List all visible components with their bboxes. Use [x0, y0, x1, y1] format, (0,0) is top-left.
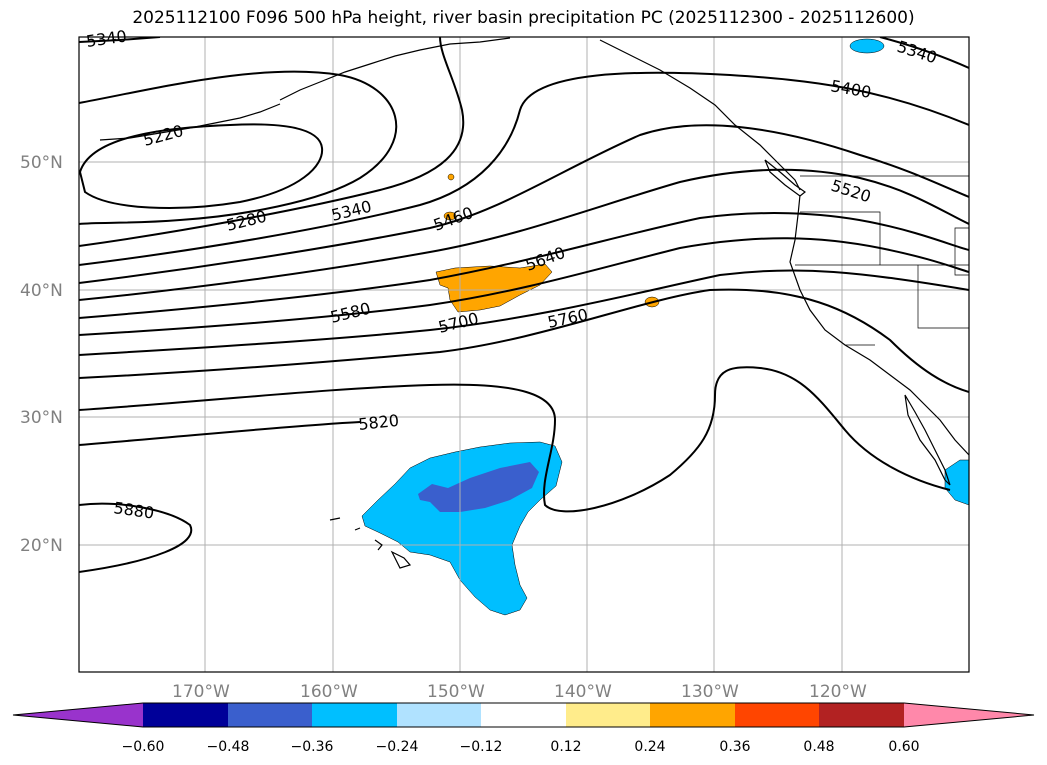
alaska-coast: [279, 37, 511, 101]
lon-label: 160°W: [300, 682, 358, 702]
colorbar-segment: [397, 703, 482, 727]
latitude-labels: 50°N 40°N 30°N 20°N: [20, 153, 63, 556]
precip-positive-blob-tiny: [443, 211, 457, 221]
precip-positive-dot: [447, 173, 455, 181]
contour-5400: [79, 71, 969, 266]
height-contours: [79, 37, 969, 573]
map-panel: [79, 37, 969, 672]
colorbar-segment: [650, 703, 735, 727]
contour-label: 5820: [357, 411, 399, 434]
vancouver-island: [764, 159, 807, 197]
lon-label: 120°W: [809, 682, 867, 702]
contour-5820-west: [79, 421, 361, 446]
contour-5220-low: [79, 123, 324, 209]
contour-5820: [79, 366, 951, 513]
precip-strong-negative-region: [418, 462, 539, 512]
lon-label: 150°W: [427, 682, 485, 702]
contour-5700: [79, 269, 969, 356]
colorbar-segment: [735, 703, 820, 727]
contour-5580: [79, 212, 969, 319]
map-frame: [78, 36, 970, 673]
lon-label: 130°W: [681, 682, 739, 702]
map-title: 2025112100 F096 500 hPa height, river ba…: [132, 8, 915, 28]
colorbar-segment: [566, 703, 651, 727]
colorbar-tick-label: −0.12: [460, 739, 503, 755]
colorbar-ticks: −0.60 −0.48 −0.36 −0.24 −0.12 0.12 0.24 …: [122, 739, 920, 755]
colorbar-tick-label: −0.36: [291, 739, 334, 755]
contour-5460: [79, 124, 969, 284]
contour-5520: [79, 168, 969, 301]
colorbar-outline: [12, 702, 1035, 728]
colorbar-segment: [228, 703, 313, 727]
lon-label: 170°W: [172, 682, 230, 702]
colorbar-tick-label: 0.36: [719, 739, 750, 755]
lat-label: 40°N: [20, 281, 63, 301]
colorbar-tick-label: −0.24: [376, 739, 419, 755]
lat-label: 20°N: [20, 536, 63, 556]
contour-5340: [79, 37, 969, 247]
colorbar-segment: [143, 703, 228, 727]
hawaii-islands: [329, 517, 412, 569]
contour-5280: [79, 70, 398, 225]
colorbar-tick-label: 0.12: [550, 739, 581, 755]
colorbar-segment: [13, 703, 143, 727]
contour-5880-inner: [79, 502, 193, 573]
contour-5340-north: [79, 37, 161, 43]
precip-shading: [361, 38, 969, 616]
colorbar-tick-label: 0.60: [888, 739, 919, 755]
lon-label: 140°W: [554, 682, 612, 702]
colorbar-tick-label: 0.24: [634, 739, 665, 755]
colorbar-segment: [312, 703, 397, 727]
lat-label: 50°N: [20, 153, 63, 173]
colorbar-segment: [904, 703, 1034, 727]
gridlines: [79, 37, 969, 672]
bc-coast: [599, 39, 801, 191]
longitude-labels: 170°W 160°W 150°W 140°W 130°W 120°W: [172, 682, 867, 702]
colorbar-segment: [819, 703, 904, 727]
colorbar-segment: [481, 703, 566, 727]
contour-5640: [79, 237, 969, 336]
contour-5760: [79, 288, 969, 393]
precip-negative-blob-ne: [849, 38, 885, 54]
baja-peninsula: [904, 394, 951, 486]
lat-label: 30°N: [20, 408, 63, 428]
colorbar-tick-label: −0.60: [122, 739, 165, 755]
colorbar-tick-label: −0.48: [207, 739, 250, 755]
colorbar: [12, 702, 1035, 728]
colorbar-tick-label: 0.48: [803, 739, 834, 755]
